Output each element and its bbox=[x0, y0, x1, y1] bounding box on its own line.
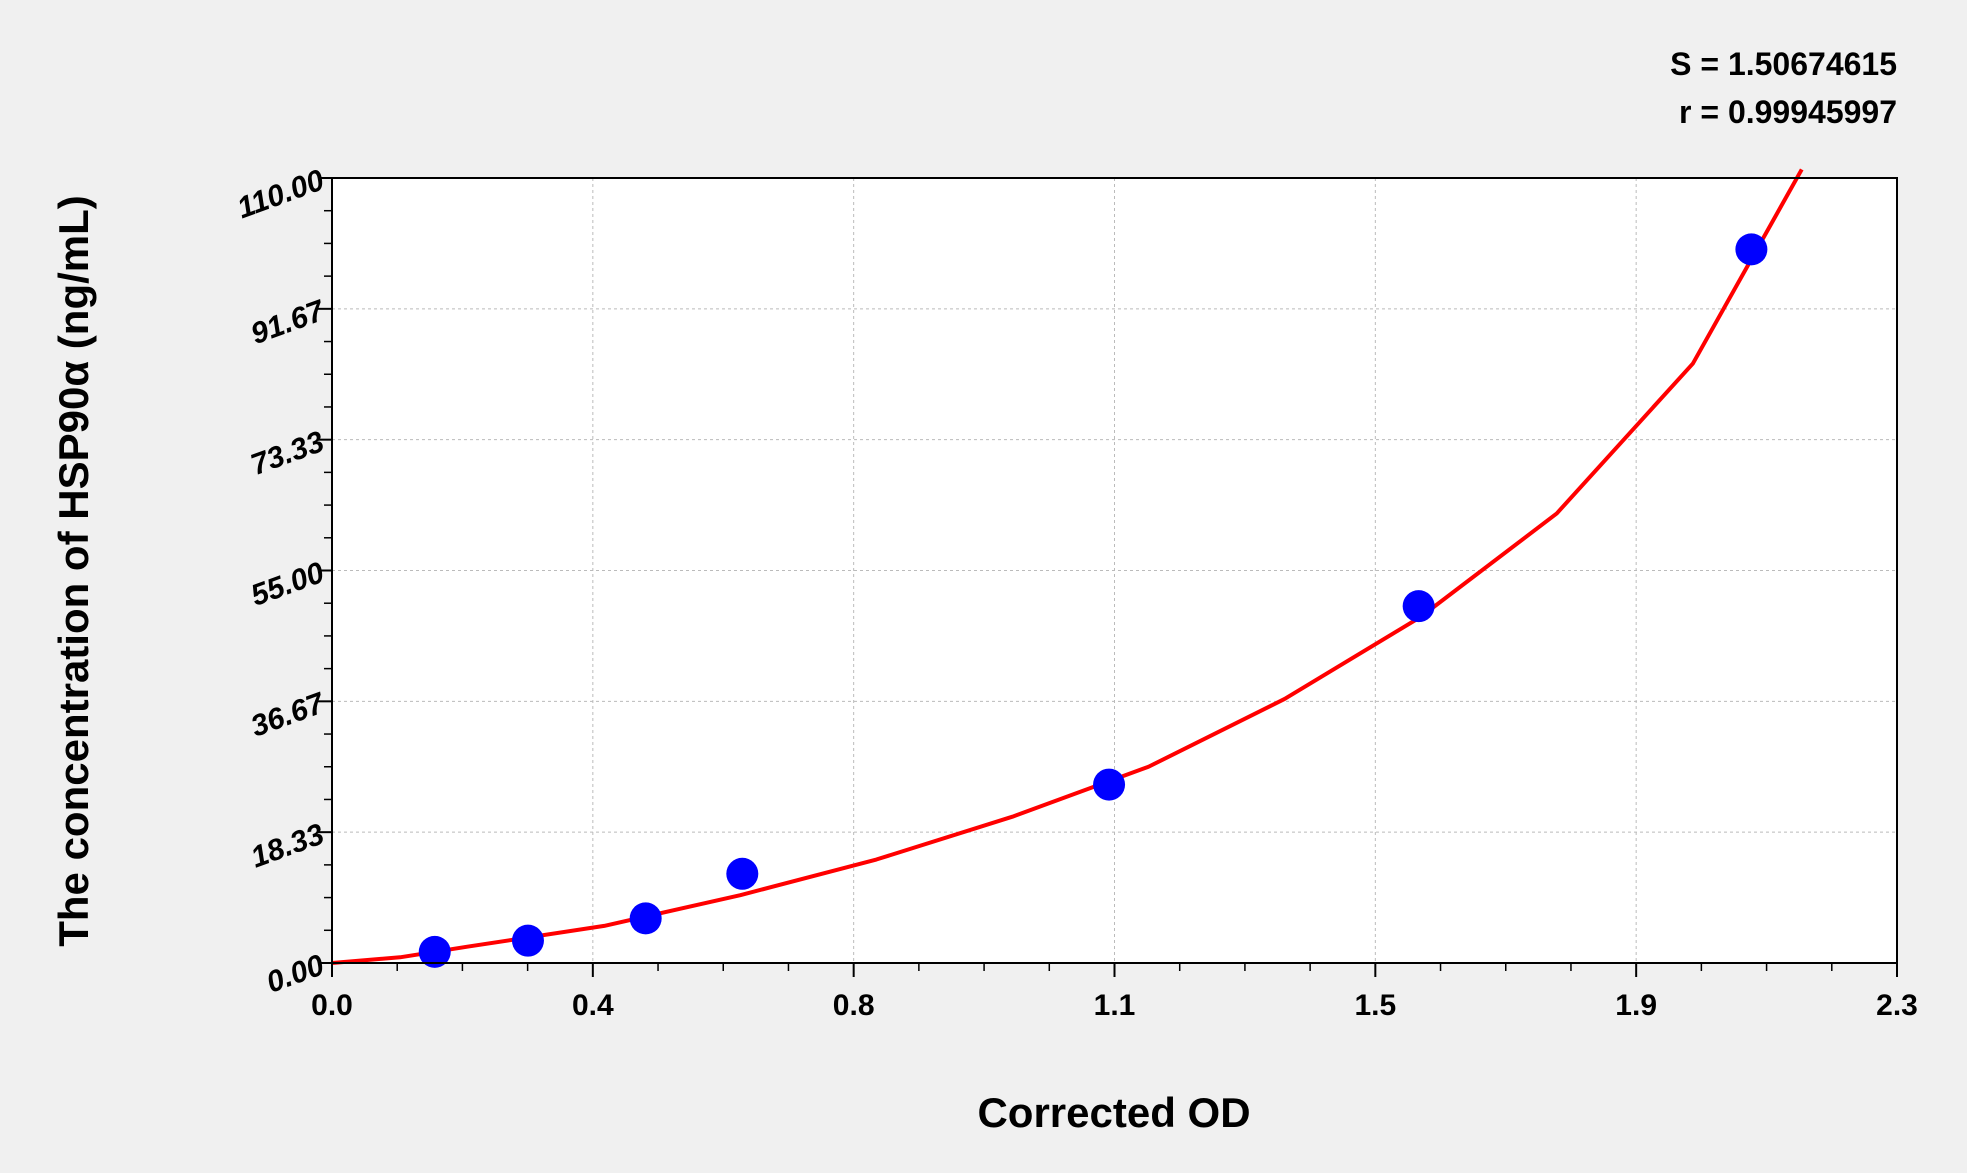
data-point bbox=[511, 924, 544, 957]
x-tick-label: 1.5 bbox=[1354, 989, 1396, 1022]
fit-curve bbox=[331, 168, 1804, 965]
x-tick-label: 1.9 bbox=[1615, 989, 1657, 1022]
data-point bbox=[1093, 768, 1126, 801]
data-point bbox=[1402, 590, 1435, 623]
grid bbox=[332, 178, 1897, 963]
x-tick-label: 0.8 bbox=[833, 989, 875, 1022]
y-axis-title: The concentration of HSP90α (ng/mL) bbox=[50, 195, 97, 947]
data-point bbox=[418, 935, 451, 968]
data-point bbox=[629, 902, 662, 935]
x-tick-label: 1.1 bbox=[1094, 989, 1136, 1022]
annotation: r = 0.99945997 bbox=[1679, 94, 1897, 130]
marks bbox=[331, 168, 1804, 968]
x-tick-label: 0.4 bbox=[572, 989, 614, 1022]
x-tick-label: 0.0 bbox=[311, 989, 353, 1022]
data-point bbox=[726, 857, 759, 890]
annotation: S = 1.50674615 bbox=[1670, 46, 1897, 82]
x-axis-title: Corrected OD bbox=[977, 1089, 1250, 1136]
x-tick-label: 2.3 bbox=[1876, 989, 1918, 1022]
data-point bbox=[1735, 233, 1768, 266]
